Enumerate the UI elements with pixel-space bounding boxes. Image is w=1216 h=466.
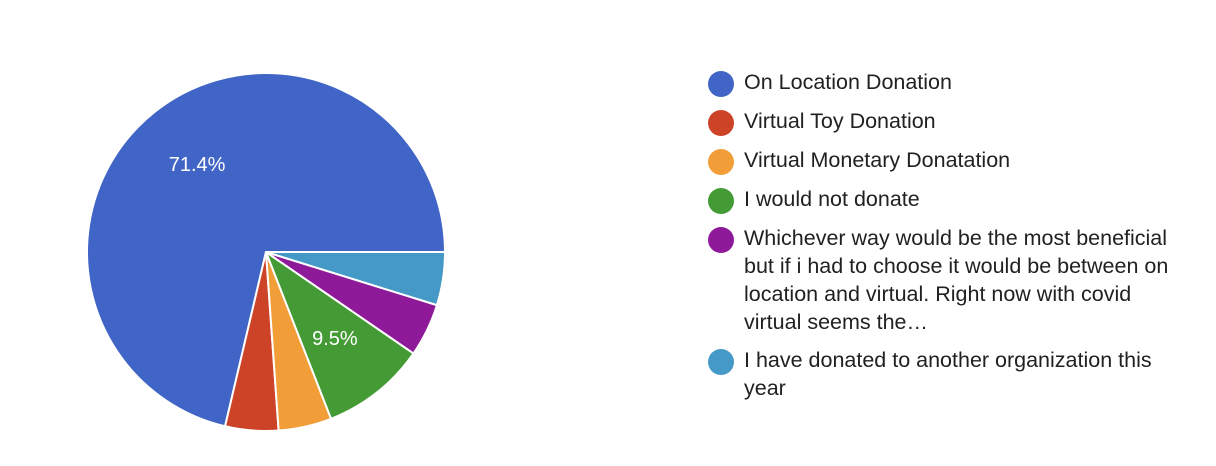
legend-swatch bbox=[708, 188, 734, 214]
slice-value-label: 9.5% bbox=[312, 328, 358, 350]
slice-value-label: 71.4% bbox=[169, 154, 226, 176]
legend: On Location Donation Virtual Toy Donation… bbox=[708, 68, 1198, 412]
pie-slice-6 bbox=[265, 251, 446, 307]
pie-slice-1 bbox=[86, 72, 446, 428]
legend-item: I would not donate bbox=[708, 185, 1198, 214]
legend-item: Whichever way would be the most benefici… bbox=[708, 224, 1198, 336]
legend-item: Virtual Toy Donation bbox=[708, 107, 1198, 136]
pie-slices bbox=[86, 72, 446, 432]
legend-swatch bbox=[708, 227, 734, 253]
legend-label: Whichever way would be the most benefici… bbox=[744, 226, 1169, 334]
legend-label: Virtual Toy Donation bbox=[744, 109, 936, 133]
legend-swatch bbox=[708, 349, 734, 375]
legend-item: Virtual Monetary Donatation bbox=[708, 146, 1198, 175]
pie-slice-4 bbox=[265, 251, 415, 420]
legend-label: On Location Donation bbox=[744, 70, 952, 94]
legend-swatch bbox=[708, 110, 734, 136]
legend-item: On Location Donation bbox=[708, 68, 1198, 97]
legend-swatch bbox=[708, 71, 734, 97]
legend-item: I have donated to another organization t… bbox=[708, 346, 1198, 402]
legend-label: I would not donate bbox=[744, 187, 920, 211]
legend-swatch bbox=[708, 149, 734, 175]
legend-label: Virtual Monetary Donatation bbox=[744, 148, 1011, 172]
pie-plot-area: 71.4% 9.5% bbox=[86, 72, 446, 432]
pie-slice-labels: 71.4% 9.5% bbox=[169, 154, 358, 350]
legend-label: I have donated to another organization t… bbox=[744, 348, 1152, 400]
